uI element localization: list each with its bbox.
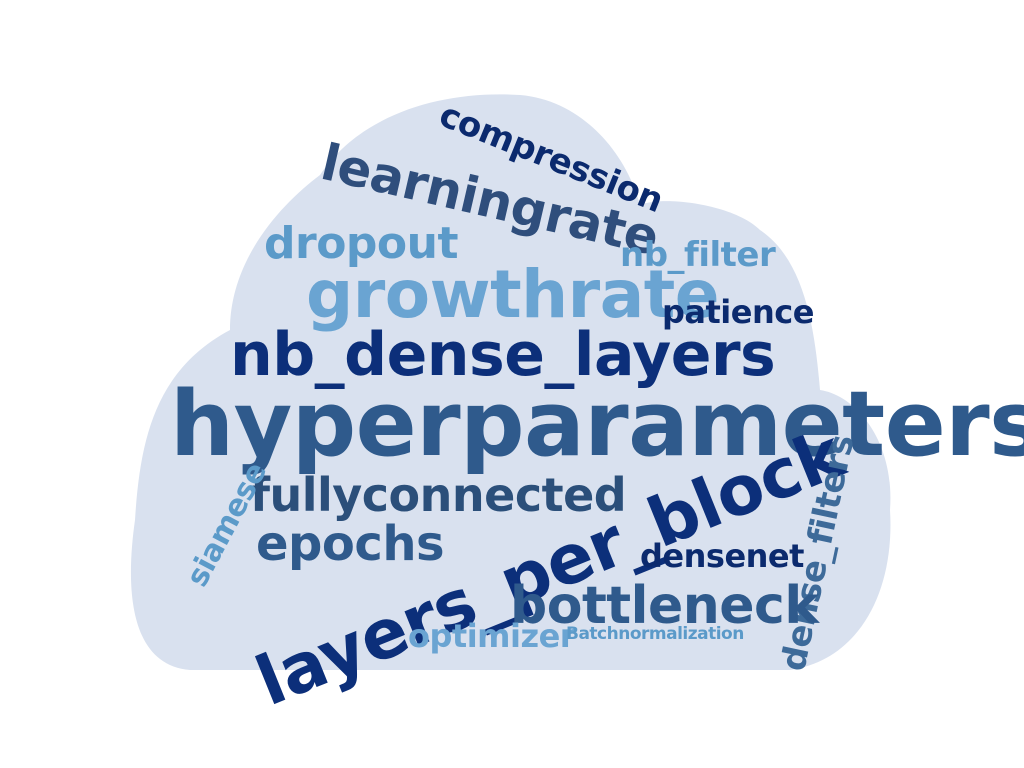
- word-patience: patience: [662, 293, 814, 331]
- word-densenet: densenet: [640, 537, 804, 575]
- word-nb-dense-layers: nb_dense_layers: [230, 320, 776, 390]
- word-nb-filter: nb_filter: [620, 235, 776, 275]
- word-batchnormalization: Batchnormalization: [566, 624, 744, 644]
- word-hyperparameters: hyperparameters: [170, 372, 1024, 477]
- word-dropout: dropout: [264, 218, 459, 269]
- word-optimizer: optimizer: [408, 617, 576, 655]
- word-growthrate: growthrate: [306, 256, 720, 333]
- word-bottleneck: bottleneck: [510, 576, 819, 636]
- cloud-background: [130, 94, 891, 670]
- word-epochs: epochs: [256, 516, 445, 572]
- word-fullyconnected: fullyconnected: [250, 468, 627, 522]
